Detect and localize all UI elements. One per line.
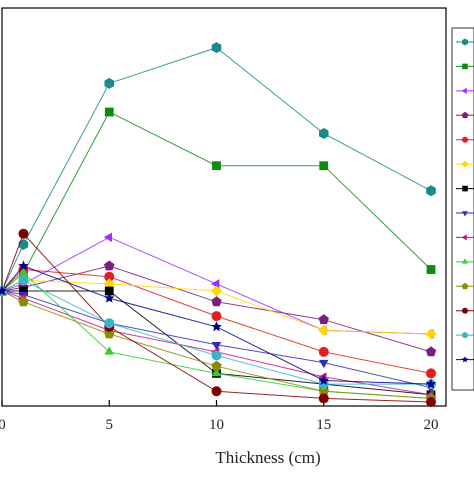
- data-point: [18, 296, 29, 307]
- data-point: [318, 314, 329, 325]
- data-point: [104, 260, 115, 271]
- legend-marker: [461, 282, 469, 290]
- data-point: [426, 397, 436, 407]
- data-point: [104, 292, 115, 303]
- data-point: [211, 342, 222, 351]
- data-point: [104, 107, 114, 117]
- x-tick-label: 0: [0, 417, 6, 433]
- data-point: [18, 260, 29, 271]
- x-tick-label: 20: [424, 417, 439, 433]
- series-line: [1, 290, 432, 396]
- data-point: [426, 368, 436, 379]
- legend-marker: [462, 307, 468, 314]
- data-point: [319, 128, 329, 139]
- data-point: [104, 77, 114, 89]
- x-tick-label: 10: [209, 417, 224, 433]
- axes-layer: 0 5 10 15 20: [0, 7, 447, 433]
- data-point: [426, 265, 436, 274]
- legend-marker: [462, 211, 468, 217]
- data-point: [318, 375, 329, 385]
- legend-marker: [462, 136, 468, 143]
- legend-box: [451, 27, 474, 391]
- x-tick-label: 5: [106, 417, 114, 433]
- data-point: [104, 346, 114, 355]
- data-point: [425, 378, 437, 389]
- data-point: [212, 161, 221, 171]
- data-point: [211, 386, 222, 397]
- data-point: [211, 296, 222, 307]
- data-point: [18, 275, 29, 286]
- legend-marker: [462, 332, 468, 339]
- data-point: [211, 350, 222, 361]
- series-line: [1, 111, 432, 292]
- data-point: [318, 346, 329, 357]
- data-point: [211, 42, 222, 54]
- legend-marker: [462, 258, 468, 264]
- data-point: [318, 379, 329, 390]
- legend-marker: [461, 87, 467, 94]
- series-1: [0, 42, 436, 297]
- data-point: [0, 285, 8, 296]
- data-point: [104, 318, 115, 329]
- data-point: [211, 367, 222, 377]
- legend-marker: [461, 111, 469, 119]
- data-point: [211, 311, 222, 322]
- data-point: [425, 328, 437, 340]
- legend-marker: [462, 63, 468, 70]
- plot-frame: [1, 7, 447, 407]
- data-point: [18, 239, 29, 250]
- legend-frame: [451, 27, 474, 391]
- data-point: [318, 324, 330, 336]
- series-layer: [0, 42, 437, 407]
- data-point: [104, 286, 114, 296]
- data-point: [319, 359, 329, 369]
- data-point: [104, 271, 115, 282]
- series-14: [0, 260, 437, 389]
- series-2: [0, 107, 436, 296]
- data-point: [18, 267, 29, 276]
- x-tick-label: 15: [316, 417, 331, 433]
- data-point: [425, 346, 437, 357]
- data-point: [211, 285, 222, 297]
- data-point: [211, 360, 222, 371]
- x-axis-label: Thickness (cm): [215, 448, 320, 467]
- data-point: [103, 232, 112, 243]
- data-point: [318, 393, 329, 404]
- data-point: [211, 321, 222, 332]
- series-line: [1, 47, 432, 292]
- legend-marker: [462, 185, 468, 192]
- legend-marker: [461, 234, 467, 241]
- legend-marker: [461, 356, 469, 363]
- series-line: [1, 268, 432, 374]
- data-point: [319, 161, 329, 171]
- legend-marker: [461, 160, 469, 168]
- series-line: [1, 265, 432, 385]
- data-point: [426, 185, 436, 197]
- data-point: [18, 228, 29, 239]
- legend-marker: [462, 38, 468, 46]
- series-line: [1, 290, 432, 389]
- series-line: [1, 232, 432, 403]
